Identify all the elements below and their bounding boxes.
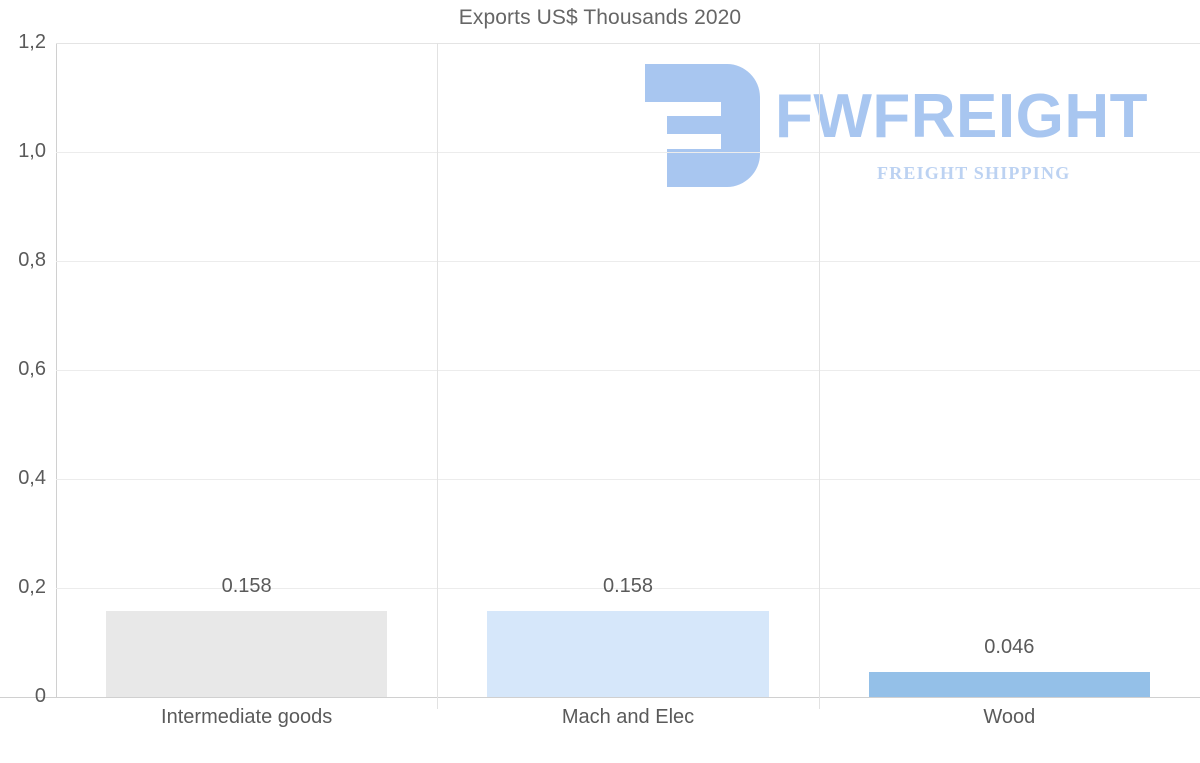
gridline [56,479,1200,480]
bar-value-label: 0.046 [984,635,1035,658]
plot-area: 0.158 0.158 0.046 [56,43,1200,709]
bar-value-label: 0.158 [602,574,654,597]
bar[interactable] [487,610,769,697]
y-axis-tick-label: 0,2 [18,576,46,598]
y-axis-tick-label: 0 [34,685,46,707]
category-divider [818,43,820,709]
gridline [56,261,1200,262]
y-axis-tick-label: 0,4 [18,467,46,489]
y-axis-tick-label: 0,8 [18,249,46,271]
gridline [56,43,1200,44]
bar[interactable] [106,610,388,697]
gridline [56,152,1200,153]
category-divider [437,43,439,709]
gridline [56,370,1200,371]
y-axis-tick-label: 1,0 [18,140,46,162]
bar-value-label: 0.158 [221,574,272,597]
y-axis-tick-label: 0,6 [18,358,46,380]
x-axis-category-label: Intermediate goods [161,706,333,728]
x-axis-category-label: Wood [983,706,1036,728]
x-axis-category-label: Mach and Elec [561,706,695,728]
x-axis-line [0,697,1200,698]
bar[interactable] [868,671,1150,697]
gridline [56,588,1200,589]
y-axis-tick-label: 1,2 [18,31,46,53]
chart-title: Exports US$ Thousands 2020 [458,6,742,29]
